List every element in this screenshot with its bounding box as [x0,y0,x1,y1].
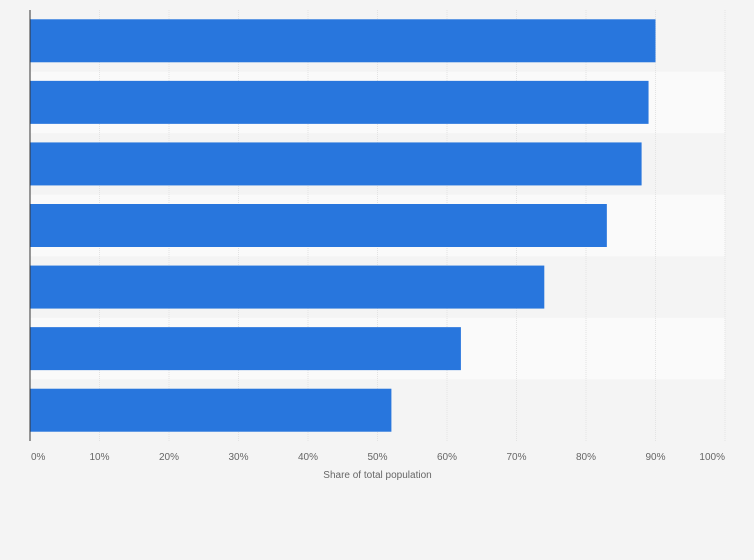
x-tick-label: 10% [89,452,109,463]
bar[interactable] [30,327,461,371]
x-axis-title: Share of total population [323,470,431,481]
x-tick-label: 20% [159,452,179,463]
x-tick-label: 40% [298,452,318,463]
bar[interactable] [30,142,642,186]
x-tick-label: 30% [228,452,248,463]
bar[interactable] [30,204,607,247]
x-tick-label: 80% [576,452,596,463]
bar[interactable] [30,80,649,124]
bar[interactable] [30,388,392,432]
x-tick-label: 0% [31,452,46,463]
x-tick-label: 70% [506,452,526,463]
x-tick-label: 60% [437,452,457,463]
x-tick-label: 50% [367,452,387,463]
x-tick-label: 90% [645,452,665,463]
x-axis-tick-labels: 0% 10% 20% 30% 40% 50% 60% 70% 80% 90% 100% [31,452,725,463]
x-tick-label: 100% [699,452,725,463]
bars-group [30,19,656,432]
bar[interactable] [30,19,656,63]
bar[interactable] [30,265,545,309]
